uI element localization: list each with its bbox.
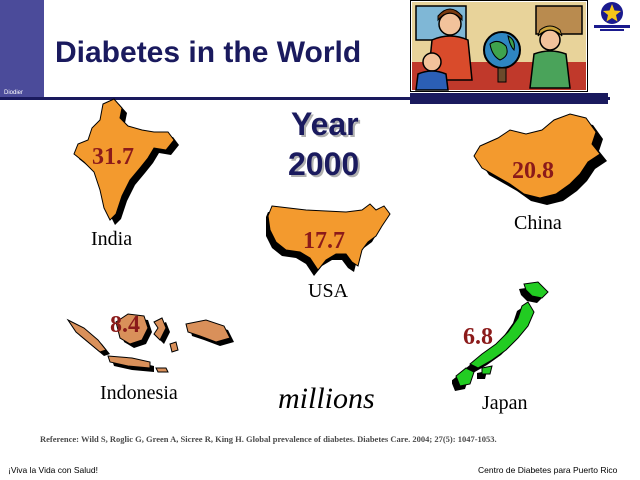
- slide-title: Diabetes in the World: [55, 36, 362, 69]
- japan-label: Japan: [482, 392, 528, 414]
- indonesia-value: 8.4: [110, 312, 140, 338]
- japan-map: [452, 281, 549, 391]
- title-side-bar: [0, 0, 44, 99]
- indonesia-label: Indonesia: [100, 382, 178, 404]
- usa-map: [266, 203, 391, 276]
- india-value: 31.7: [92, 144, 134, 170]
- china-value: 20.8: [512, 158, 554, 184]
- units-label: millions: [278, 382, 375, 415]
- india-map: [73, 98, 179, 225]
- china-map: [473, 113, 607, 205]
- usa-label: USA: [308, 280, 349, 302]
- year-label: Year: [291, 106, 359, 142]
- year-value: 2000: [288, 146, 360, 182]
- footer-organization: Centro de Diabetes para Puerto Rico: [478, 465, 618, 475]
- title-underline-block: [410, 93, 608, 104]
- usa-value: 17.7: [303, 228, 345, 254]
- side-label: Diodier: [4, 90, 24, 96]
- centro-de-diabetes-star-logo: [594, 2, 630, 31]
- title-underline: [0, 97, 610, 100]
- japan-value: 6.8: [463, 324, 493, 350]
- china-label: China: [514, 212, 562, 234]
- india-label: India: [91, 228, 133, 250]
- reference-citation: Reference: Wild S, Roglic G, Green A, Si…: [40, 434, 497, 444]
- teacher-students-globe-icon: [410, 0, 588, 92]
- indonesia-map: [66, 313, 234, 373]
- footer-slogan: ¡Viva la Vida con Salud!: [8, 465, 98, 475]
